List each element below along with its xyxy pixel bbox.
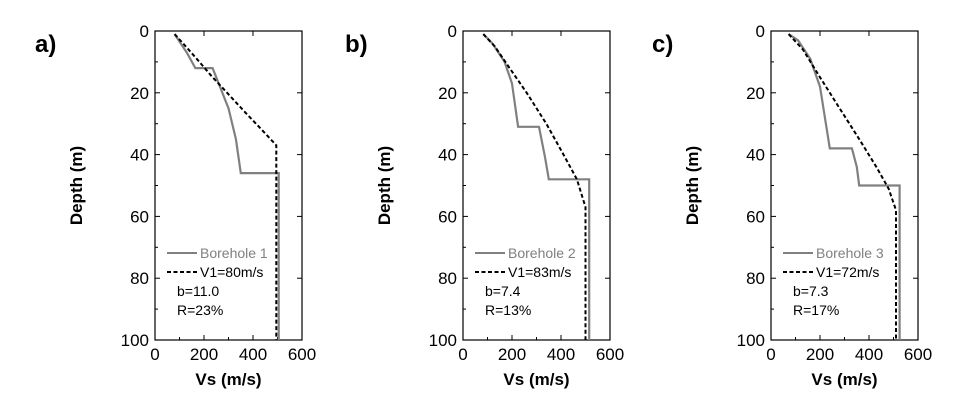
- x-tick-label: 600: [904, 345, 932, 364]
- y-tick-label: 0: [140, 22, 149, 41]
- y-tick-label: 100: [429, 331, 457, 350]
- legend-entry: V1=83m/s: [508, 264, 571, 280]
- x-tick-label: 200: [190, 345, 218, 364]
- x-tick-label: 0: [458, 345, 467, 364]
- y-tick-label: 60: [746, 207, 765, 226]
- chart-panel-2: b) 0 200 400 600 0 20 40 60 80 100 Vs (m/s) Depth (m…: [345, 22, 624, 389]
- x-tick-label: 400: [239, 345, 267, 364]
- panel-label: c): [652, 31, 673, 58]
- legend-annotation: b=11.0: [177, 283, 219, 299]
- y-tick-label: 0: [756, 22, 765, 41]
- y-tick-label: 100: [737, 331, 765, 350]
- y-tick-label: 40: [438, 146, 457, 165]
- y-tick-label: 20: [130, 84, 149, 103]
- y-tick-label: 80: [438, 269, 457, 288]
- legend-annotation: R=13%: [485, 302, 531, 318]
- y-tick-label: 80: [746, 269, 765, 288]
- x-axis-title: Vs (m/s): [503, 370, 569, 389]
- y-axis-title: Depth (m): [67, 146, 86, 225]
- legend-annotation: b=7.4: [485, 283, 521, 299]
- borehole-profile-line: [173, 33, 280, 340]
- y-tick-label: 40: [130, 146, 149, 165]
- y-axis-title: Depth (m): [375, 146, 394, 225]
- x-tick-label: 600: [288, 345, 316, 364]
- x-tick-label: 200: [806, 345, 834, 364]
- legend-annotation: b=7.3: [793, 283, 829, 299]
- model-profile-line: [173, 33, 278, 340]
- legend-entry: Borehole 3: [816, 245, 884, 261]
- x-tick-label: 0: [766, 345, 775, 364]
- y-tick-label: 60: [438, 207, 457, 226]
- panel-label: a): [35, 31, 56, 58]
- y-tick-label: 20: [746, 84, 765, 103]
- y-tick-label: 100: [121, 331, 149, 350]
- legend-annotation: R=23%: [177, 302, 223, 318]
- y-tick-label: 60: [130, 207, 149, 226]
- y-tick-label: 20: [438, 84, 457, 103]
- legend-annotation: R=17%: [793, 302, 839, 318]
- legend-entry: V1=72m/s: [816, 264, 879, 280]
- panel-label: b): [345, 31, 368, 58]
- legend-entry: Borehole 2: [508, 245, 576, 261]
- y-tick-label: 40: [746, 146, 765, 165]
- y-tick-label: 0: [448, 22, 457, 41]
- y-tick-label: 80: [130, 269, 149, 288]
- x-tick-label: 400: [547, 345, 575, 364]
- x-tick-label: 600: [596, 345, 624, 364]
- y-axis-title: Depth (m): [683, 146, 702, 225]
- legend-entry: V1=80m/s: [200, 264, 263, 280]
- borehole-profile-line: [482, 33, 591, 340]
- chart-panel-3: c) 0 200 400 600 0 20 40 60 80 100 Vs (m/s) Depth (m…: [652, 22, 932, 389]
- x-tick-label: 400: [855, 345, 883, 364]
- x-axis-title: Vs (m/s): [195, 370, 261, 389]
- x-tick-label: 200: [498, 345, 526, 364]
- legend-entry: Borehole 1: [200, 245, 268, 261]
- model-profile-line: [787, 33, 897, 340]
- x-tick-label: 0: [150, 345, 159, 364]
- chart-panel-1: a) 0 200 400 600 0 20 40 60 80 100 Vs (m/s) Depth (m…: [35, 22, 316, 389]
- x-axis-title: Vs (m/s): [811, 370, 877, 389]
